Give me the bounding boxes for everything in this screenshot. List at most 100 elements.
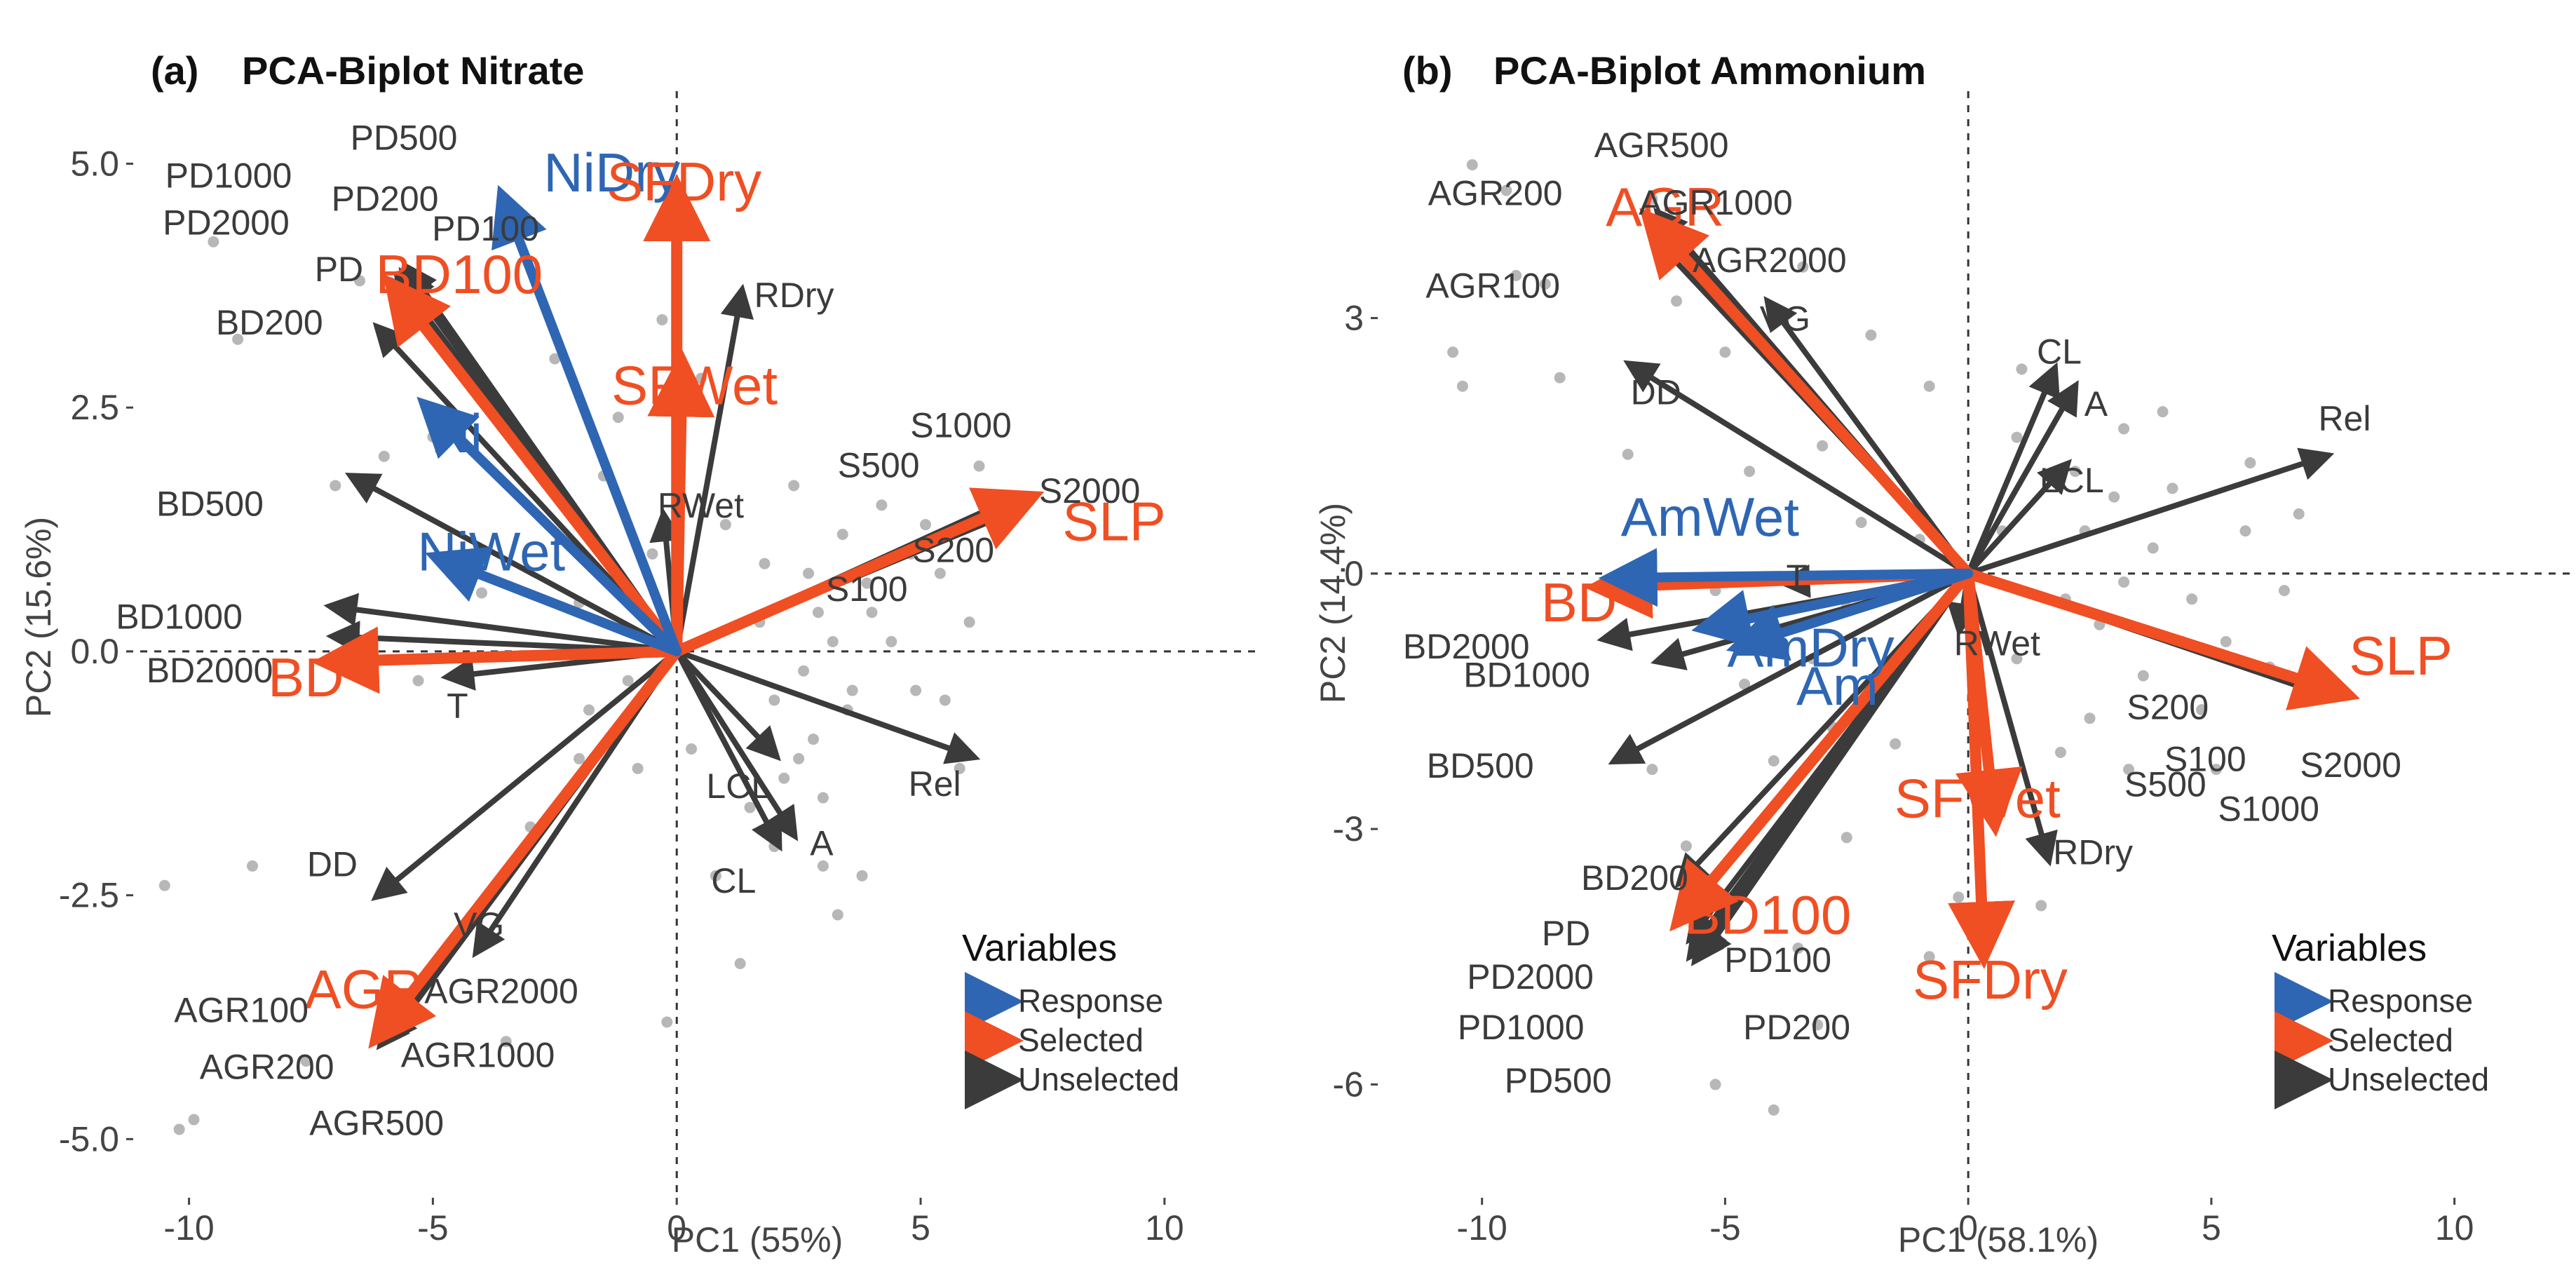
arrow-label-cl: CL: [711, 861, 756, 900]
observation-point: [1865, 329, 1877, 341]
loading-arrow-rdry: [1965, 570, 2058, 867]
panel-a-arrows: [311, 174, 1045, 1050]
loading-arrow-agr: [1639, 208, 1974, 579]
observation-point: [1923, 951, 1935, 963]
observation-point: [632, 762, 644, 774]
loading-arrow-ni: [416, 396, 682, 656]
observation-point: [247, 860, 258, 872]
observation-point: [808, 734, 819, 745]
arrow-label-rel: Rel: [909, 764, 961, 804]
arrow-label-sfdry: SFDry: [1913, 949, 2068, 1011]
loading-arrow-cl: [1965, 362, 2060, 576]
arrow-label-rdry: RDry: [754, 276, 834, 315]
loading-arrow-bd500: [344, 473, 680, 654]
y-tick-label: -3: [1333, 809, 1364, 849]
arrow-label-pd100: PD100: [432, 209, 539, 248]
loading-arrow-bd: [311, 626, 683, 694]
observation-point: [861, 577, 873, 589]
arrow-label-rel: Rel: [2318, 399, 2371, 438]
panel-a-legend: Variables Response Selected Unselected: [962, 927, 1179, 1109]
loading-arrow-sfwet: [647, 349, 715, 657]
panel-a-y-axis-label: PC2 (15.6%): [19, 517, 58, 717]
observation-point: [1797, 261, 1809, 273]
observation-point: [354, 275, 366, 287]
panel-a-title: PCA-Biplot Nitrate: [242, 48, 584, 93]
observation-point: [2137, 670, 2149, 682]
loading-arrow-rdry: [674, 283, 754, 654]
observation-point: [812, 607, 824, 619]
observation-point: [549, 353, 561, 365]
arrow-label-pd200: PD200: [332, 179, 439, 218]
arrow-label-dd: DD: [307, 845, 358, 884]
observation-point: [744, 802, 756, 813]
observation-point: [963, 616, 975, 628]
observation-point: [1744, 466, 1756, 478]
arrow-label-s200: S200: [2127, 688, 2209, 727]
panel-b-axes: -10 -5 0 5 10 -6 -3 0 3: [1333, 91, 2576, 1248]
arrow-label-bd500: BD500: [1427, 746, 1534, 785]
loading-arrow-lcl: [1965, 459, 2073, 576]
panel-a-legend-title: Variables: [962, 927, 1117, 969]
arrow-label-s100: S100: [2164, 739, 2246, 778]
arrow-label-sfdry: SFDry: [606, 151, 761, 212]
observation-point: [832, 909, 843, 921]
arrow-label-bd: BD: [1541, 572, 1617, 633]
loading-arrow-lcl: [674, 648, 781, 762]
panel-b-legend: Variables Response Selected Unselected: [2272, 927, 2489, 1109]
loading-arrow-dd: [1623, 360, 1972, 576]
observation-point: [2196, 704, 2208, 716]
panel-a-legend-response-label: Response: [1018, 982, 1163, 1019]
observation-point: [798, 665, 810, 677]
loading-arrow-pd200: [1698, 570, 1972, 962]
arrow-label-sfwet: SFWet: [611, 354, 778, 416]
observation-point: [1466, 159, 1478, 170]
observation-point: [2167, 482, 2178, 494]
y-tick-label: 0: [1344, 554, 1364, 593]
arrow-label-vg: VG: [1760, 299, 1810, 338]
observation-point: [920, 519, 931, 531]
arrow-label-bd100: BD100: [1684, 884, 1852, 945]
loading-arrow-bd500: [1608, 570, 1972, 765]
observation-point: [1923, 380, 1935, 392]
arrow-label-rwet: RWet: [658, 486, 744, 525]
observation-point: [827, 636, 839, 647]
observation-point: [300, 1055, 312, 1067]
observation-point: [2278, 585, 2290, 597]
arrow-label-niwet: NiWet: [417, 521, 565, 583]
x-tick-label: -5: [1709, 1208, 1740, 1248]
panel-a-nitrate: (a) PCA-Biplot Nitrate PC1 (55%) PC2 (15…: [19, 48, 1262, 1259]
observation-point: [734, 958, 746, 969]
arrow-label-rwet: RWet: [1954, 624, 2040, 663]
observation-point: [2244, 457, 2256, 468]
arrow-label-s1000: S1000: [910, 405, 1012, 445]
observation-point: [1456, 380, 1468, 392]
loading-arrow-amwet: [1598, 548, 1974, 607]
panel-b-tag: (b): [1402, 48, 1453, 93]
loading-arrow-slp: [1962, 567, 2361, 710]
arrow-label-bd1000: BD1000: [1463, 655, 1590, 694]
arrow-label-t: T: [1787, 558, 1808, 597]
arrow-label-pd100: PD100: [1724, 940, 1831, 980]
observation-point: [1680, 840, 1692, 852]
observation-point: [2011, 431, 2023, 443]
arrow-label-a: A: [810, 823, 834, 863]
observation-point: [574, 752, 585, 764]
arrow-label-s2000: S2000: [1039, 471, 1141, 511]
observation-point: [2011, 653, 2023, 665]
observation-point: [1539, 278, 1551, 290]
arrow-label-pd1000: PD1000: [1458, 1008, 1585, 1047]
y-tick-label: 0.0: [70, 632, 119, 671]
loading-arrow-rel: [674, 648, 981, 764]
panel-a-x-axis-label: PC1 (55%): [672, 1220, 843, 1259]
arrow-label-cl: CL: [2037, 332, 2082, 372]
observation-point: [622, 675, 634, 687]
observation-point: [2239, 525, 2251, 537]
observation-point: [817, 792, 829, 804]
arrow-label-agr: AGR: [1606, 176, 1724, 238]
observation-point: [934, 567, 946, 579]
arrow-label-agr500: AGR500: [309, 1103, 444, 1142]
observation-point: [2147, 542, 2159, 554]
arrow-label-slp: SLP: [1062, 490, 1165, 552]
observation-point: [876, 499, 888, 511]
